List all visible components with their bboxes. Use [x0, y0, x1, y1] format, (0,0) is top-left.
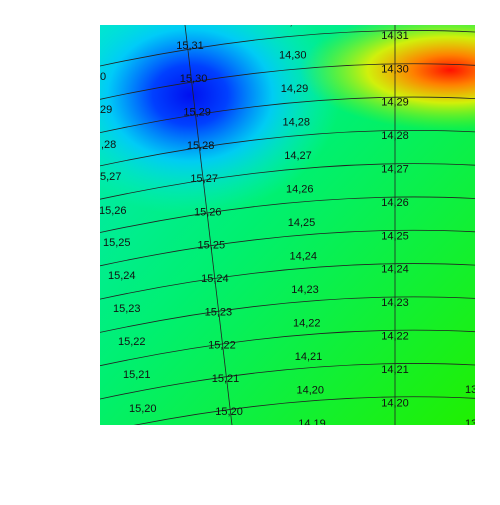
grid-label: 15,20 [215, 406, 243, 418]
grid-label: 15,29 [183, 107, 211, 119]
grid-label: 14,28 [282, 116, 310, 128]
grid-line [100, 30, 475, 67]
grid-labels: 0 29 ,28 5,27 15,26 15,25 15,24 15,23 15,22 15,21… [99, 16, 477, 430]
grid-label: 15,24 [201, 273, 229, 285]
grid-label: 14,26 [286, 183, 314, 195]
grid-label: 14,21 [381, 364, 409, 376]
grid-label: 15,26 [99, 205, 127, 217]
grid-line [100, 229, 475, 267]
grid-line [100, 96, 475, 133]
grid-label: 15,22 [208, 340, 236, 352]
grid-label: 14,31 [381, 30, 409, 42]
grid-label: 15,25 [103, 237, 131, 249]
heatmap: 0 29 ,28 5,27 15,26 15,25 15,24 15,23 15,22 15,21… [99, 16, 477, 499]
grid-label: 14,30 [279, 49, 307, 61]
grid-label: 14,27 [381, 164, 409, 176]
grid-label: 14,19 [298, 418, 326, 430]
grid-lines [100, 25, 475, 499]
grid-label: 29 [100, 104, 112, 116]
grid-label: 14,21 [295, 351, 323, 363]
grid-label: 15,31 [176, 40, 204, 52]
grid-line [100, 296, 475, 333]
grid-line [184, 25, 233, 425]
grid-label: 15,25 [198, 240, 226, 252]
grid-label: 15,24 [108, 270, 136, 282]
grid-label: 15,27 [190, 173, 218, 185]
grid-line [100, 63, 475, 100]
grid-label: 14,31 [277, 16, 305, 28]
grid-label: 14,30 [381, 63, 409, 75]
grid-label: 14,20 [296, 384, 324, 396]
grid-label: 0 [100, 71, 106, 83]
grid-label: 14,22 [293, 317, 321, 329]
grid-label: 13 [465, 384, 477, 396]
grid-label: 5,27 [100, 171, 121, 183]
grid-label: 15,21 [123, 369, 151, 381]
grid-line [100, 430, 475, 466]
grid-label: 14,29 [381, 97, 409, 109]
grid-label: 14,22 [381, 331, 409, 343]
grid-label: 14,23 [381, 297, 409, 309]
grid-label: 14,24 [289, 250, 317, 262]
grid-label: 15,26 [194, 206, 222, 218]
grid-label: 14,25 [381, 230, 409, 242]
grid-line [100, 196, 475, 233]
grid-label: 14,29 [281, 83, 309, 95]
grid-label: 15,28 [187, 140, 215, 152]
grid-label: 15,30 [180, 73, 208, 85]
grid-label: 14,26 [381, 197, 409, 209]
grid-label: 14,24 [381, 264, 409, 276]
grid-line [100, 363, 475, 400]
grid-label: 15,20 [129, 403, 157, 415]
grid-label: 15,21 [212, 373, 240, 385]
grid-label: 14,27 [284, 150, 312, 162]
grid-line [100, 329, 475, 367]
grid-line [133, 396, 475, 425]
grid-label: 14,28 [381, 130, 409, 142]
grid-label: 15,23 [205, 306, 233, 318]
grid-line [100, 463, 475, 499]
grid-label: 15,23 [113, 303, 141, 315]
grid-line [100, 263, 475, 300]
grid-line [100, 129, 475, 167]
grid-label: 14,20 [381, 397, 409, 409]
grid-label: ,28 [101, 139, 116, 151]
grid-label: 14,25 [288, 217, 316, 229]
grid-label: 14,23 [291, 284, 319, 296]
grid-label: 13 [465, 418, 477, 430]
grid-line [100, 163, 475, 200]
grid-label: 15,22 [118, 336, 146, 348]
